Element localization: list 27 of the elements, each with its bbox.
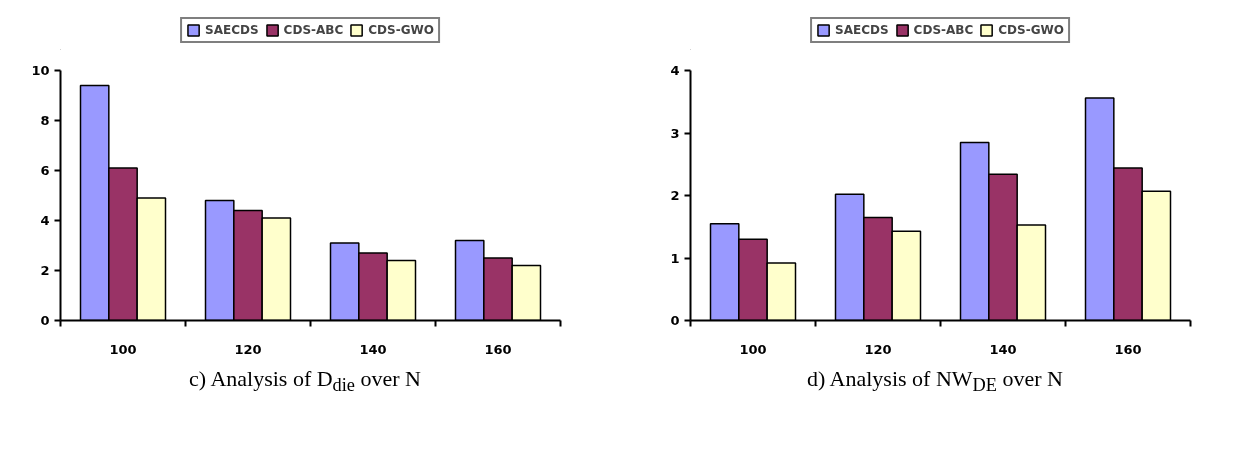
x-tick-label: 140 bbox=[359, 341, 387, 357]
y-tick-label: 0 bbox=[40, 313, 50, 328]
legend-label: CDS-GWO bbox=[998, 23, 1064, 37]
text: d) Analysis of NW$_{DE}$ over N bbox=[806, 365, 1064, 398]
legend-label: SAECDS bbox=[835, 23, 889, 37]
y-tick-label: 6 bbox=[40, 163, 50, 178]
text: c) Analysis of D$_{die}$ over N bbox=[188, 365, 422, 398]
legend-label: CDS-ABC bbox=[283, 23, 344, 37]
x-tick-label: 140 bbox=[989, 341, 1017, 357]
y-tick-label: 10 bbox=[31, 63, 50, 78]
y-tick-label: 2 bbox=[670, 188, 680, 203]
x-tick-label: 160 bbox=[484, 341, 512, 357]
y-tick-label: 2 bbox=[40, 263, 50, 278]
y-tick-label: 0 bbox=[670, 313, 680, 328]
legend-label: CDS-GWO bbox=[368, 23, 434, 37]
y-tick-label: 3 bbox=[670, 125, 680, 141]
legend-label: CDS-ABC bbox=[913, 23, 974, 37]
y-tick-label: 8 bbox=[40, 113, 50, 128]
x-tick-label: 100 bbox=[109, 341, 137, 357]
x-tick-label: 100 bbox=[739, 341, 767, 357]
x-tick-label: 160 bbox=[1114, 341, 1142, 357]
x-tick-label: 120 bbox=[864, 341, 892, 357]
x-tick-label: 120 bbox=[234, 341, 262, 357]
y-tick-label: 4 bbox=[670, 63, 680, 78]
y-tick-label: 4 bbox=[40, 213, 50, 228]
legend-label: SAECDS bbox=[205, 23, 259, 37]
y-tick-label: 1 bbox=[670, 250, 680, 266]
